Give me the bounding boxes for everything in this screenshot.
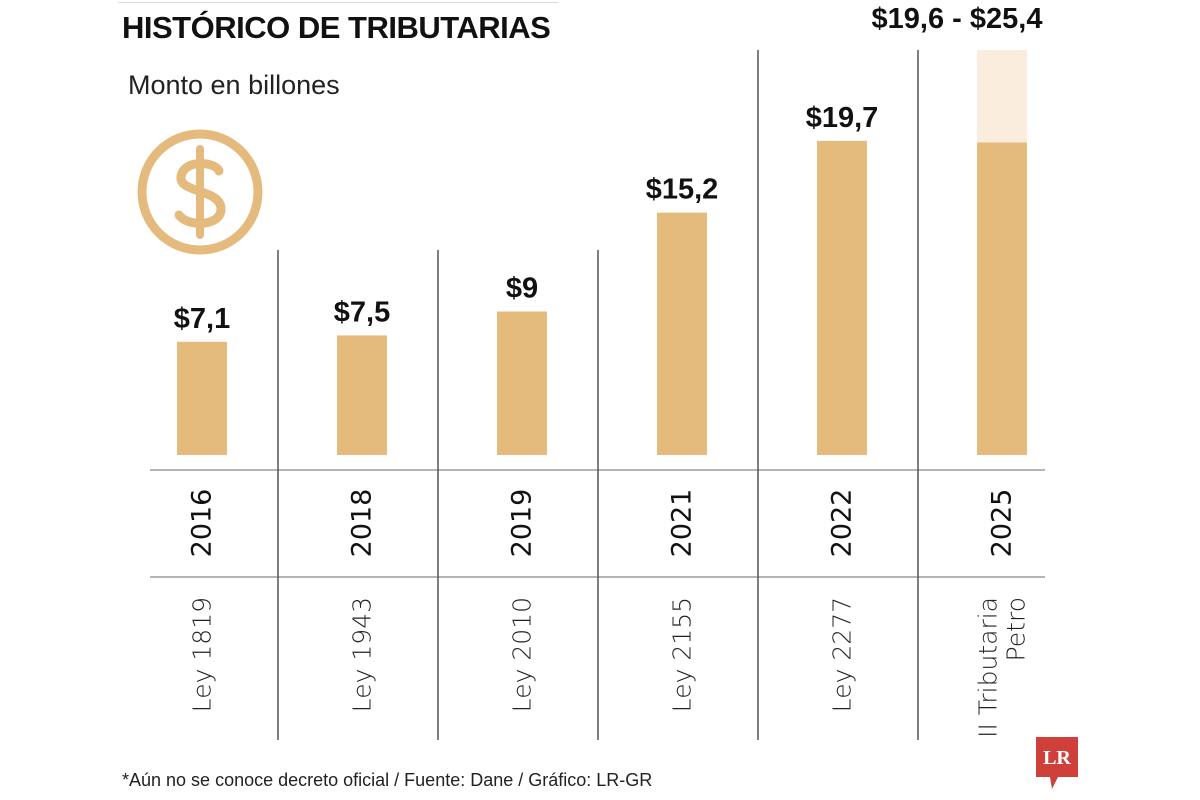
dollar-coin-icon <box>137 129 263 255</box>
law-label-2016: Ley 1819 <box>188 597 217 712</box>
year-label-2021: 2021 <box>667 489 698 558</box>
bar-2022 <box>817 140 867 455</box>
value-label-2019: $9 <box>506 272 538 304</box>
value-label-2016: $7,1 <box>174 303 230 335</box>
lr-logo-icon: LR <box>1036 737 1078 789</box>
law-label-2018: Ley 1943 <box>348 597 377 712</box>
law-label-2019: Ley 2010 <box>508 597 537 712</box>
law-label-2021: Ley 2155 <box>668 597 697 712</box>
year-label-2016: 2016 <box>187 489 218 558</box>
law-label-2025-line1: II Tributaria <box>974 597 1003 738</box>
year-label-2019: 2019 <box>507 489 538 558</box>
value-label-2022: $19,7 <box>806 102 879 134</box>
source-footnote: *Aún no se conoce decreto oficial / Fuen… <box>122 770 653 790</box>
chart-subtitle: Monto en billones <box>128 70 340 100</box>
year-label-2025: 2025 <box>987 489 1018 558</box>
top-rule <box>118 2 558 3</box>
page-title: HISTÓRICO DE TRIBUTARIAS <box>122 10 551 45</box>
bar-2019 <box>497 311 547 455</box>
law-label-2025-line2: Petro <box>1002 597 1031 661</box>
bar-2016 <box>177 341 227 455</box>
year-label-2018: 2018 <box>347 489 378 558</box>
value-label-2018: $7,5 <box>334 296 390 328</box>
bar-2025 <box>977 142 1027 455</box>
value-label-2021: $15,2 <box>646 174 719 206</box>
year-label-2022: 2022 <box>827 489 858 558</box>
range-bar-2025 <box>977 50 1027 143</box>
value-label-2025: $19,6 - $25,4 <box>872 3 1043 35</box>
bar-2018 <box>337 335 387 455</box>
bar-2021 <box>657 212 707 455</box>
logo-text: LR <box>1043 747 1071 769</box>
law-label-2022: Ley 2277 <box>828 597 857 712</box>
